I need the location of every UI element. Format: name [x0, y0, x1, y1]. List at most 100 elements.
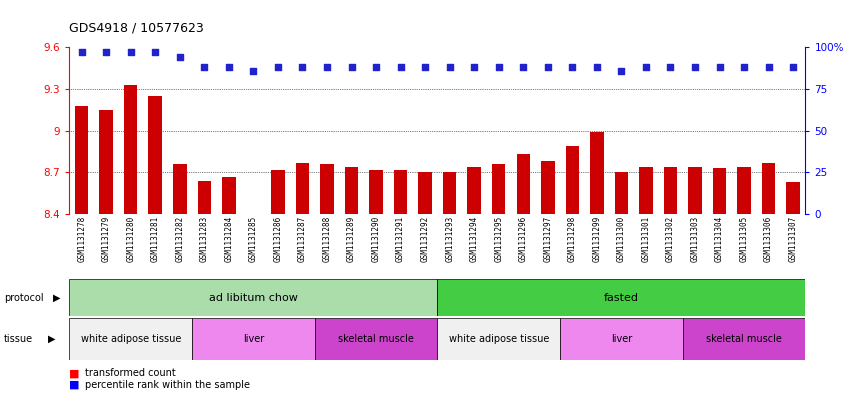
Text: GSM1131294: GSM1131294: [470, 216, 479, 262]
Bar: [149, 96, 162, 214]
Bar: [100, 110, 113, 214]
Point: [492, 64, 505, 70]
Bar: [591, 132, 603, 214]
Bar: [192, 318, 315, 360]
Text: GSM1131283: GSM1131283: [200, 216, 209, 262]
Text: GSM1131281: GSM1131281: [151, 216, 160, 262]
Point: [688, 64, 701, 70]
Bar: [75, 106, 88, 214]
Bar: [615, 173, 628, 214]
Text: protocol: protocol: [4, 293, 44, 303]
Text: GSM1131307: GSM1131307: [788, 216, 798, 262]
Point: [639, 64, 652, 70]
Text: liver: liver: [611, 334, 632, 344]
Text: GSM1131299: GSM1131299: [592, 216, 602, 262]
Text: ad libitum chow: ad libitum chow: [209, 293, 298, 303]
Text: ■: ■: [69, 380, 80, 390]
Point: [786, 64, 799, 70]
Bar: [541, 161, 554, 214]
Text: white adipose tissue: white adipose tissue: [448, 334, 549, 344]
Point: [565, 64, 579, 70]
Bar: [321, 164, 333, 214]
Text: GSM1131297: GSM1131297: [543, 216, 552, 262]
Bar: [222, 176, 235, 214]
Point: [737, 64, 750, 70]
Point: [148, 49, 162, 55]
Text: fasted: fasted: [604, 293, 639, 303]
Point: [614, 67, 628, 73]
Text: liver: liver: [243, 334, 264, 344]
Text: GSM1131296: GSM1131296: [519, 216, 528, 262]
Bar: [69, 279, 437, 316]
Bar: [173, 164, 186, 214]
Bar: [437, 279, 805, 316]
Bar: [762, 163, 775, 214]
Point: [467, 64, 481, 70]
Text: tissue: tissue: [4, 334, 33, 344]
Point: [320, 64, 333, 70]
Point: [590, 64, 603, 70]
Bar: [492, 164, 505, 214]
Text: GDS4918 / 10577623: GDS4918 / 10577623: [69, 22, 204, 35]
Text: GSM1131301: GSM1131301: [641, 216, 651, 262]
Text: GSM1131278: GSM1131278: [77, 216, 86, 262]
Point: [246, 67, 260, 73]
Text: GSM1131284: GSM1131284: [224, 216, 233, 262]
Text: transformed count: transformed count: [85, 368, 175, 378]
Bar: [69, 318, 192, 360]
Bar: [738, 167, 750, 214]
Bar: [345, 167, 358, 214]
Point: [442, 64, 456, 70]
Bar: [683, 318, 805, 360]
Text: GSM1131304: GSM1131304: [715, 216, 724, 262]
Text: skeletal muscle: skeletal muscle: [706, 334, 782, 344]
Point: [369, 64, 382, 70]
Bar: [787, 182, 799, 214]
Text: GSM1131302: GSM1131302: [666, 216, 675, 262]
Bar: [198, 181, 211, 214]
Bar: [370, 170, 382, 214]
Bar: [517, 154, 530, 214]
Text: white adipose tissue: white adipose tissue: [80, 334, 181, 344]
Bar: [419, 173, 431, 214]
Text: GSM1131303: GSM1131303: [690, 216, 700, 262]
Text: GSM1131287: GSM1131287: [298, 216, 307, 262]
Bar: [437, 318, 560, 360]
Text: GSM1131286: GSM1131286: [273, 216, 283, 262]
Bar: [664, 167, 677, 214]
Point: [516, 64, 530, 70]
Point: [761, 64, 775, 70]
Text: ▶: ▶: [53, 293, 61, 303]
Text: GSM1131298: GSM1131298: [568, 216, 577, 262]
Point: [295, 64, 309, 70]
Bar: [713, 168, 726, 214]
Text: ■: ■: [69, 368, 80, 378]
Text: GSM1131289: GSM1131289: [347, 216, 356, 262]
Bar: [443, 173, 456, 214]
Point: [393, 64, 407, 70]
Point: [124, 49, 137, 55]
Bar: [468, 167, 481, 214]
Text: GSM1131279: GSM1131279: [102, 216, 111, 262]
Point: [173, 54, 186, 60]
Text: GSM1131306: GSM1131306: [764, 216, 773, 262]
Point: [541, 64, 554, 70]
Bar: [296, 163, 309, 214]
Point: [197, 64, 211, 70]
Point: [222, 64, 235, 70]
Text: ▶: ▶: [48, 334, 56, 344]
Text: percentile rank within the sample: percentile rank within the sample: [85, 380, 250, 390]
Bar: [272, 170, 284, 214]
Text: GSM1131300: GSM1131300: [617, 216, 626, 262]
Text: GSM1131293: GSM1131293: [445, 216, 454, 262]
Point: [344, 64, 358, 70]
Text: GSM1131285: GSM1131285: [249, 216, 258, 262]
Point: [74, 49, 88, 55]
Bar: [640, 167, 652, 214]
Point: [418, 64, 431, 70]
Bar: [560, 318, 683, 360]
Text: GSM1131295: GSM1131295: [494, 216, 503, 262]
Bar: [689, 167, 701, 214]
Bar: [124, 85, 137, 214]
Point: [663, 64, 677, 70]
